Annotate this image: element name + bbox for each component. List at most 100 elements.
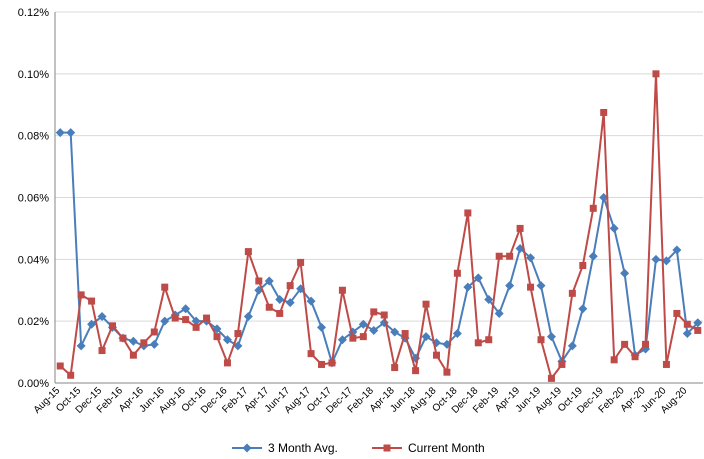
y-tick-label: 0.10% — [18, 69, 49, 81]
marker — [276, 309, 284, 317]
marker — [285, 298, 295, 308]
marker — [662, 360, 670, 368]
marker — [128, 336, 138, 346]
marker — [495, 252, 503, 260]
marker — [119, 334, 127, 342]
marker — [494, 308, 504, 318]
marker — [588, 251, 598, 261]
marker — [652, 70, 660, 78]
series-line — [59, 73, 699, 381]
marker — [579, 262, 587, 270]
marker — [694, 326, 702, 334]
marker — [651, 254, 661, 264]
marker — [171, 314, 179, 322]
y-tick-label: 0.04% — [18, 254, 49, 266]
marker — [527, 283, 535, 291]
marker — [213, 333, 221, 341]
marker — [160, 316, 170, 326]
marker — [87, 319, 97, 329]
marker — [422, 300, 430, 308]
marker — [589, 204, 597, 212]
marker — [485, 336, 493, 344]
marker — [631, 353, 639, 361]
marker — [567, 341, 577, 351]
marker — [432, 351, 440, 359]
y-tick-label: 0.00% — [18, 378, 49, 390]
marker — [558, 360, 566, 368]
marker — [383, 444, 391, 452]
y-tick-label: 0.06% — [18, 193, 49, 205]
marker — [337, 335, 347, 345]
marker — [264, 276, 274, 286]
marker — [443, 368, 451, 376]
marker — [380, 311, 388, 319]
legend-label: Current Month — [408, 441, 485, 455]
marker — [672, 245, 682, 255]
marker — [568, 289, 576, 297]
marker — [683, 320, 691, 328]
marker — [464, 209, 472, 217]
marker — [182, 316, 190, 324]
marker — [506, 252, 514, 260]
marker — [275, 295, 285, 305]
marker — [370, 308, 378, 316]
marker — [243, 312, 253, 322]
marker — [474, 339, 482, 347]
marker — [484, 295, 494, 305]
marker — [317, 322, 327, 332]
marker — [391, 364, 399, 372]
marker — [599, 193, 609, 202]
marker — [359, 333, 367, 341]
marker — [222, 335, 232, 345]
marker — [537, 336, 545, 344]
marker — [97, 312, 107, 322]
marker — [140, 339, 148, 347]
marker — [349, 334, 357, 342]
marker — [88, 297, 96, 305]
marker — [463, 282, 473, 292]
marker — [67, 371, 75, 379]
marker — [338, 286, 346, 294]
marker — [673, 309, 681, 317]
marker — [358, 319, 368, 329]
marker — [412, 367, 420, 375]
marker — [578, 304, 588, 314]
marker — [203, 314, 211, 322]
marker — [286, 282, 294, 290]
marker — [621, 340, 629, 348]
marker — [77, 291, 85, 299]
marker — [473, 273, 483, 283]
marker — [307, 350, 315, 358]
marker — [233, 341, 243, 351]
marker — [390, 327, 400, 337]
marker — [505, 281, 515, 291]
marker — [610, 356, 618, 364]
marker — [56, 362, 64, 370]
marker — [620, 268, 630, 278]
marker — [242, 443, 252, 453]
marker — [223, 359, 231, 367]
y-tick-label: 0.08% — [18, 131, 49, 143]
legend-label: 3 Month Avg. — [268, 441, 338, 455]
marker — [150, 328, 158, 336]
marker — [66, 128, 76, 138]
marker — [609, 223, 619, 233]
marker — [306, 296, 316, 306]
marker — [55, 128, 65, 138]
marker — [526, 253, 536, 263]
marker — [98, 347, 106, 355]
marker — [244, 248, 252, 256]
marker — [546, 332, 556, 342]
marker — [452, 329, 462, 339]
marker — [600, 108, 608, 116]
y-tick-label: 0.12% — [18, 7, 49, 19]
marker — [328, 359, 336, 367]
marker — [369, 325, 379, 335]
marker — [421, 332, 431, 342]
marker — [453, 269, 461, 277]
marker — [401, 330, 409, 338]
marker — [516, 224, 524, 232]
y-tick-label: 0.02% — [18, 316, 49, 328]
marker — [149, 339, 159, 349]
